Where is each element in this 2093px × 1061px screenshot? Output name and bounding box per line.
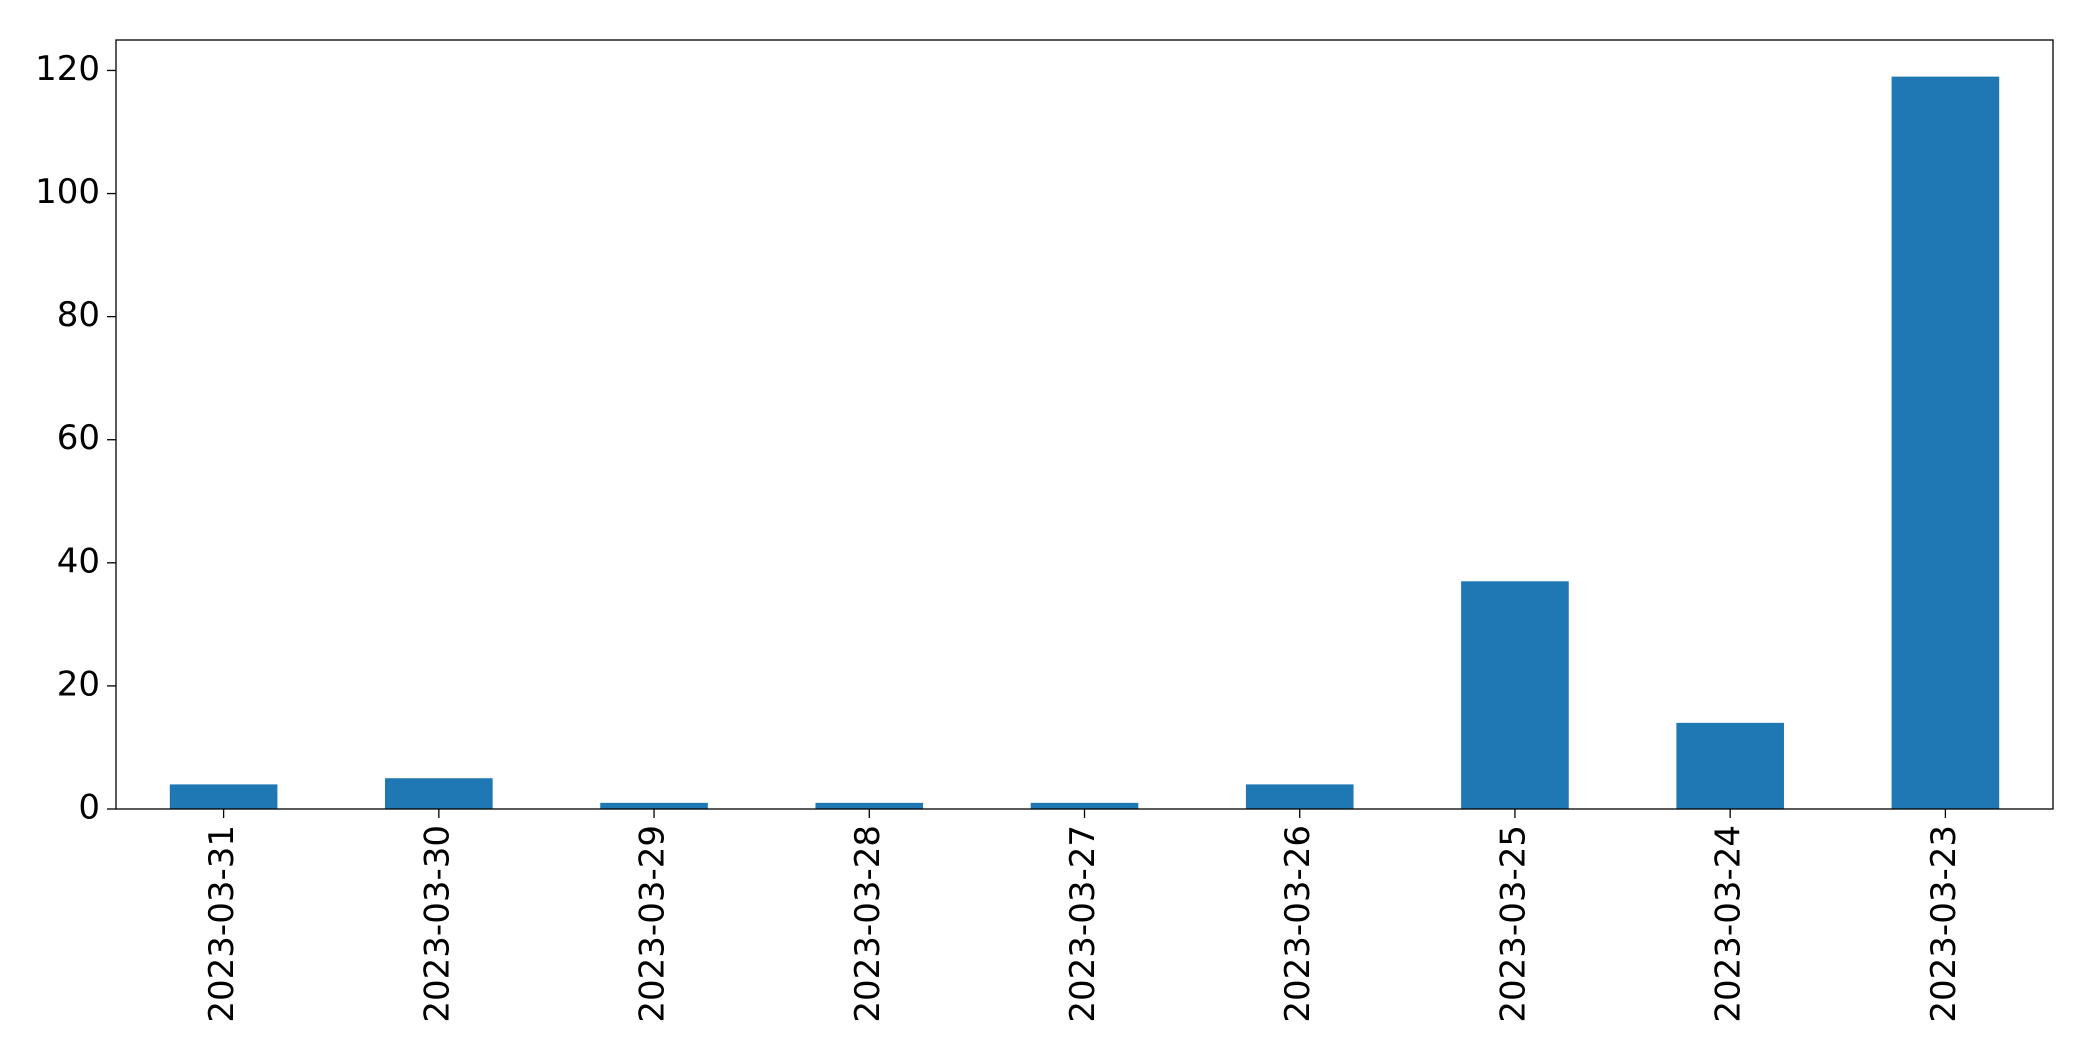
x-tick-label: 2023-03-28 bbox=[848, 825, 888, 1023]
y-tick-label: 40 bbox=[57, 541, 100, 581]
x-tick-label: 2023-03-31 bbox=[202, 825, 242, 1023]
y-tick-label: 0 bbox=[78, 788, 100, 828]
bar bbox=[1030, 802, 1139, 809]
bar bbox=[815, 802, 924, 809]
y-tick-label: 60 bbox=[57, 418, 100, 458]
x-tick-label: 2023-03-26 bbox=[1278, 825, 1318, 1023]
x-tick-label: 2023-03-25 bbox=[1493, 825, 1533, 1023]
bar bbox=[1891, 76, 2000, 810]
bar bbox=[600, 802, 708, 809]
bar bbox=[1245, 784, 1354, 809]
y-tick-label: 20 bbox=[57, 664, 100, 704]
x-tick-label: 2023-03-27 bbox=[1063, 825, 1103, 1023]
x-tick-label: 2023-03-30 bbox=[417, 825, 457, 1023]
plot-frame bbox=[115, 39, 2054, 810]
y-tick-label: 120 bbox=[35, 49, 100, 89]
y-tick-label: 80 bbox=[57, 295, 100, 335]
x-tick-label: 2023-03-24 bbox=[1709, 825, 1749, 1023]
bar bbox=[1461, 581, 1569, 809]
y-tick-label: 100 bbox=[35, 172, 100, 212]
x-tick-label: 2023-03-29 bbox=[633, 825, 673, 1023]
bar bbox=[169, 784, 278, 809]
bar bbox=[385, 778, 493, 809]
x-tick-label: 2023-03-23 bbox=[1924, 825, 1964, 1023]
bar bbox=[1676, 722, 1784, 809]
